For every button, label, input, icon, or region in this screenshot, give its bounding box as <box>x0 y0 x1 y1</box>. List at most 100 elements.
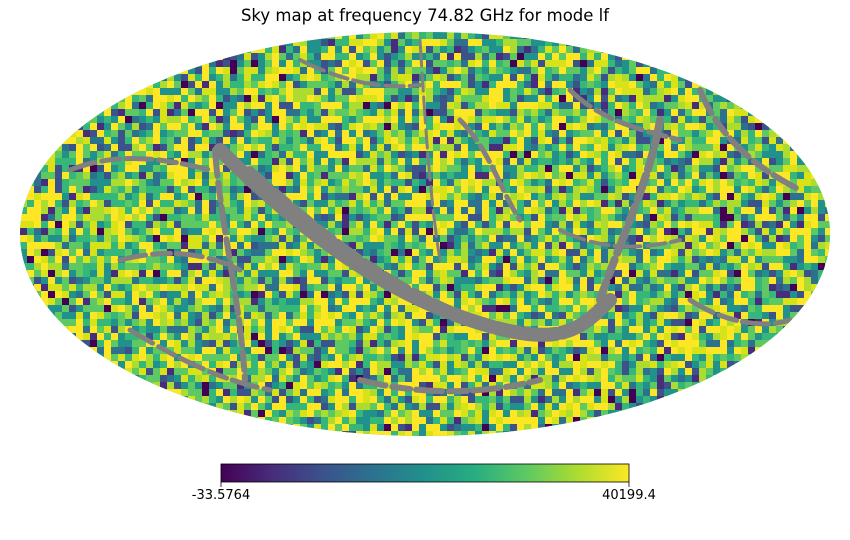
sky-pixel <box>174 375 182 383</box>
sky-pixel <box>237 88 245 96</box>
sky-pixel <box>328 60 336 68</box>
sky-pixel <box>76 137 84 145</box>
sky-pixel <box>531 130 539 138</box>
sky-pixel <box>153 375 161 383</box>
sky-pixel <box>188 81 196 89</box>
sky-pixel <box>615 88 623 96</box>
sky-pixel <box>419 340 427 348</box>
sky-pixel <box>545 347 553 355</box>
sky-pixel <box>265 305 273 313</box>
sky-pixel <box>706 291 714 299</box>
sky-pixel <box>167 193 175 201</box>
sky-pixel <box>265 326 273 334</box>
sky-pixel <box>335 165 343 173</box>
sky-pixel <box>566 361 574 369</box>
sky-pixel <box>517 116 525 124</box>
sky-pixel <box>769 144 777 152</box>
sky-pixel <box>321 319 329 327</box>
sky-pixel <box>34 200 42 208</box>
sky-pixel <box>706 81 714 89</box>
sky-pixel <box>160 326 168 334</box>
sky-pixel <box>699 263 707 271</box>
sky-pixel <box>377 32 385 40</box>
sky-pixel <box>160 144 168 152</box>
sky-pixel <box>727 326 735 334</box>
sky-pixel <box>727 242 735 250</box>
sky-pixel <box>412 361 420 369</box>
sky-pixel <box>398 88 406 96</box>
sky-pixel <box>76 333 84 341</box>
sky-pixel <box>111 298 119 306</box>
sky-pixel <box>167 200 175 208</box>
sky-pixel <box>125 130 133 138</box>
sky-pixel <box>146 158 154 166</box>
sky-pixel <box>503 312 511 320</box>
sky-pixel <box>503 158 511 166</box>
sky-pixel <box>342 263 350 271</box>
sky-pixel <box>566 179 574 187</box>
sky-pixel <box>650 249 658 257</box>
sky-pixel <box>601 144 609 152</box>
sky-pixel <box>398 109 406 117</box>
sky-pixel <box>678 340 686 348</box>
sky-pixel <box>433 179 441 187</box>
sky-pixel <box>517 375 525 383</box>
sky-pixel <box>209 137 217 145</box>
sky-pixel <box>440 333 448 341</box>
sky-pixel <box>573 228 581 236</box>
sky-pixel <box>811 284 819 292</box>
sky-pixel <box>69 144 77 152</box>
sky-pixel <box>202 270 210 278</box>
sky-pixel <box>335 186 343 194</box>
sky-pixel <box>664 228 672 236</box>
sky-pixel <box>209 172 217 180</box>
sky-pixel <box>349 109 357 117</box>
sky-pixel <box>258 305 266 313</box>
sky-pixel <box>363 354 371 362</box>
sky-pixel <box>720 242 728 250</box>
sky-pixel <box>685 81 693 89</box>
sky-pixel <box>419 207 427 215</box>
sky-pixel <box>573 102 581 110</box>
sky-pixel <box>573 249 581 257</box>
sky-pixel <box>391 298 399 306</box>
sky-pixel <box>433 144 441 152</box>
sky-pixel <box>755 165 763 173</box>
sky-pixel <box>377 39 385 47</box>
sky-pixel <box>209 130 217 138</box>
sky-pixel <box>699 172 707 180</box>
sky-pixel <box>573 39 581 47</box>
sky-pixel <box>132 165 140 173</box>
sky-pixel <box>678 172 686 180</box>
sky-pixel <box>615 291 623 299</box>
sky-pixel <box>286 361 294 369</box>
sky-pixel <box>482 263 490 271</box>
sky-pixel <box>328 270 336 278</box>
sky-pixel <box>265 221 273 229</box>
sky-pixel <box>356 179 364 187</box>
sky-pixel <box>272 235 280 243</box>
sky-pixel <box>104 130 112 138</box>
sky-pixel <box>300 207 308 215</box>
sky-pixel <box>188 298 196 306</box>
sky-pixel <box>125 277 133 285</box>
sky-pixel <box>195 277 203 285</box>
sky-pixel <box>300 242 308 250</box>
sky-pixel <box>573 312 581 320</box>
sky-pixel <box>636 165 644 173</box>
sky-pixel <box>244 60 252 68</box>
sky-pixel <box>671 123 679 131</box>
sky-pixel <box>195 95 203 103</box>
sky-pixel <box>202 354 210 362</box>
sky-pixel <box>636 158 644 166</box>
sky-pixel <box>202 67 210 75</box>
sky-pixel <box>125 235 133 243</box>
sky-pixel <box>398 221 406 229</box>
sky-pixel <box>391 326 399 334</box>
sky-pixel <box>223 53 231 61</box>
sky-pixel <box>671 81 679 89</box>
sky-pixel <box>300 319 308 327</box>
sky-pixel <box>132 158 140 166</box>
sky-pixel <box>62 256 70 264</box>
sky-pixel <box>370 88 378 96</box>
